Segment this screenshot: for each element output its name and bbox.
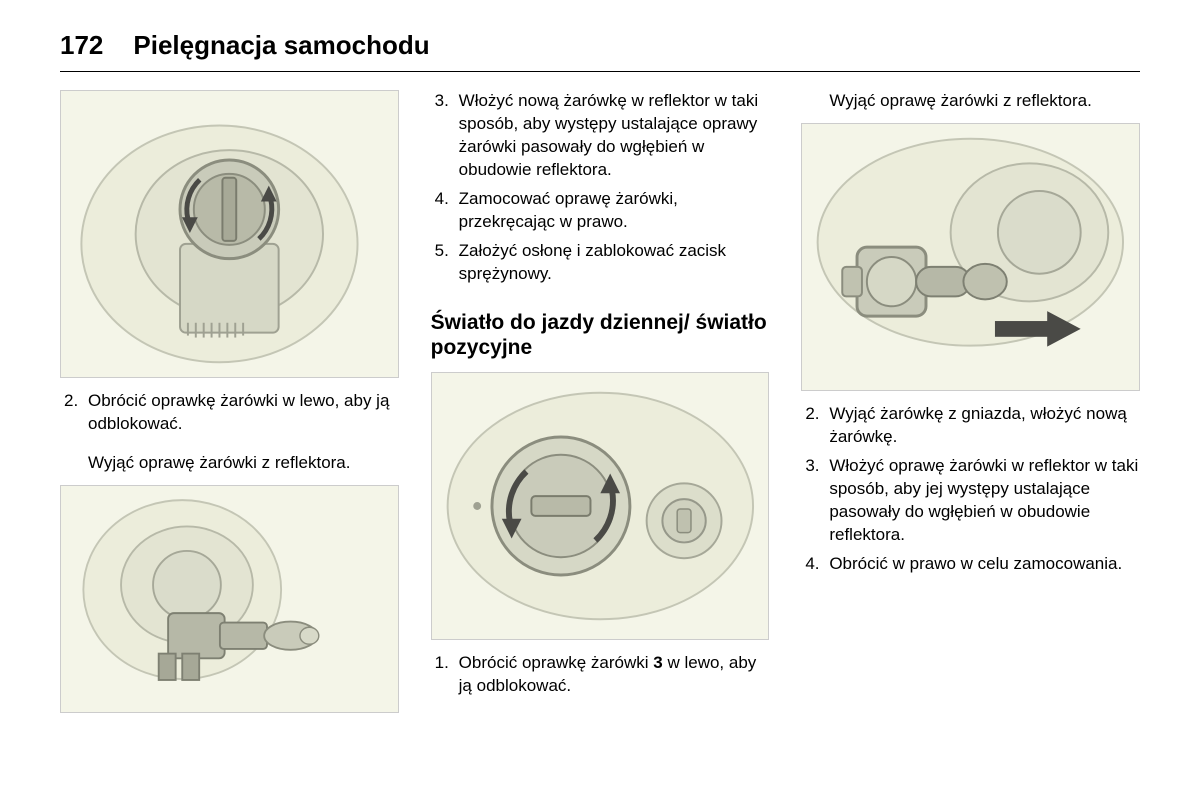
step-4: 4. Obrócić w prawo w celu zamocowania. bbox=[801, 553, 1140, 576]
step-number: 2. bbox=[805, 403, 823, 449]
col1-steps: 2. Obrócić oprawkę żarówki w lewo, aby j… bbox=[60, 390, 399, 442]
step-text: Obrócić w prawo w celu zamocowania. bbox=[829, 553, 1122, 576]
col2-steps-a: 3. Włożyć nową żarówkę w reflektor w tak… bbox=[431, 90, 770, 292]
illustration-bulb-removed bbox=[60, 485, 399, 713]
section-title: Pielęgnacja samochodu bbox=[133, 30, 429, 61]
col3-cont: Wyjąć oprawę żarówki z reflektora. bbox=[801, 90, 1140, 113]
illustration-bulb-rotate bbox=[60, 90, 399, 378]
step-text: Wyjąć żarówkę z gniazda, włożyć nową żar… bbox=[829, 403, 1140, 449]
page-number: 172 bbox=[60, 30, 103, 61]
column-3: Wyjąć oprawę żarówki z reflektora. 2. bbox=[801, 90, 1140, 752]
step-number: 3. bbox=[805, 455, 823, 547]
step-text: Zamocować oprawę żarówki, przekręcając w… bbox=[459, 188, 770, 234]
page-header: 172 Pielęgnacja samochodu bbox=[60, 30, 1140, 72]
step1-bold: 3 bbox=[653, 653, 662, 672]
step1-pre: Obrócić oprawkę żarówki bbox=[459, 653, 654, 672]
step-2: 2. Obrócić oprawkę żarówki w lewo, aby j… bbox=[60, 390, 399, 436]
step-number: 2. bbox=[64, 390, 82, 436]
step-2: 2. Wyjąć żarówkę z gniazda, włożyć nową … bbox=[801, 403, 1140, 449]
step-5: 5. Założyć osłonę i zablokować zacisk sp… bbox=[431, 240, 770, 286]
step-3: 3. Włożyć oprawę żarówki w reflektor w t… bbox=[801, 455, 1140, 547]
step-2-cont: Wyjąć oprawę żarówki z reflektora. bbox=[60, 452, 399, 475]
step-text: Założyć osłonę i zablokować zacisk spręż… bbox=[459, 240, 770, 286]
step-text: Obrócić oprawkę żarówki 3 w lewo, aby ją… bbox=[459, 652, 770, 698]
illustration-drl-rotate bbox=[431, 372, 770, 640]
step-4: 4. Zamocować oprawę żarówki, przekręcają… bbox=[431, 188, 770, 234]
step-text: Obrócić oprawkę żarówki w lewo, aby ją o… bbox=[88, 390, 399, 436]
step-number: 1. bbox=[435, 652, 453, 698]
content-columns: 2. Obrócić oprawkę żarówki w lewo, aby j… bbox=[60, 90, 1140, 752]
subheading-drl: Światło do jazdy dziennej/ światło pozyc… bbox=[431, 310, 770, 360]
step-text: Włożyć oprawę żarówki w reflektor w taki… bbox=[829, 455, 1140, 547]
step-number: 4. bbox=[805, 553, 823, 576]
column-2: 3. Włożyć nową żarówkę w reflektor w tak… bbox=[431, 90, 770, 752]
step-text: Włożyć nową żarówkę w reflektor w taki s… bbox=[459, 90, 770, 182]
col3-steps: 2. Wyjąć żarówkę z gniazda, włożyć nową … bbox=[801, 403, 1140, 582]
step-number: 4. bbox=[435, 188, 453, 234]
col2-steps-b: 1. Obrócić oprawkę żarówki 3 w lewo, aby… bbox=[431, 652, 770, 704]
step-3: 3. Włożyć nową żarówkę w reflektor w tak… bbox=[431, 90, 770, 182]
illustration-bulb-extract bbox=[801, 123, 1140, 391]
step-number: 3. bbox=[435, 90, 453, 182]
step-1: 1. Obrócić oprawkę żarówki 3 w lewo, aby… bbox=[431, 652, 770, 698]
column-1: 2. Obrócić oprawkę żarówki w lewo, aby j… bbox=[60, 90, 399, 752]
step-number: 5. bbox=[435, 240, 453, 286]
